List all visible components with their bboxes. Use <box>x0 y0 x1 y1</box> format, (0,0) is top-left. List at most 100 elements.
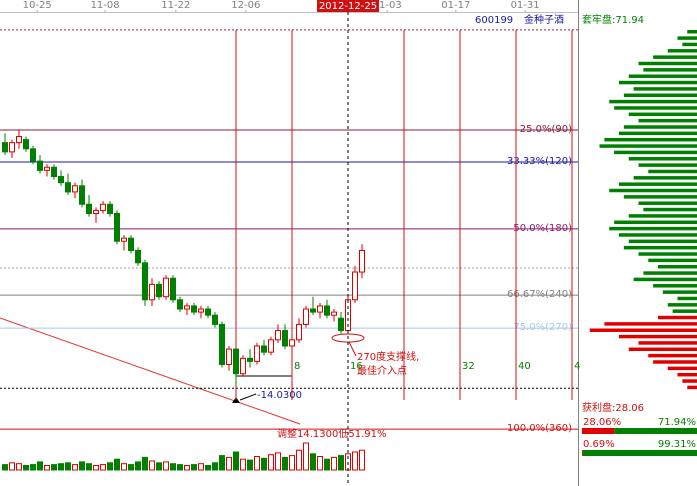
candle-body <box>303 308 309 325</box>
ratio-bar <box>582 428 615 434</box>
candle-body <box>261 345 267 353</box>
chip-bar <box>604 322 697 326</box>
chip-bar <box>667 49 697 53</box>
candle-body <box>240 357 246 375</box>
candle-body <box>177 299 183 310</box>
volume-bar <box>338 455 344 471</box>
adjust-annotation: 调整14.1300低51.91% <box>277 427 386 440</box>
chip-bar <box>648 169 697 174</box>
chip-bar <box>638 341 697 345</box>
chip-bar <box>648 353 697 358</box>
candle-body <box>254 345 260 362</box>
candle-body <box>79 185 85 205</box>
x-tick-label: 12-06 <box>231 0 260 11</box>
chip-bar <box>609 188 697 193</box>
volume-bar <box>100 464 106 471</box>
chip-bar <box>623 245 697 250</box>
x-tick-label: 10-25 <box>23 0 52 11</box>
volume-bar <box>247 459 253 471</box>
volume-bar <box>184 465 190 471</box>
candle-body <box>184 305 190 310</box>
candle-body <box>65 182 71 193</box>
ratio-bar <box>582 450 583 456</box>
chip-bar <box>628 74 697 78</box>
volume-bar <box>219 455 225 471</box>
volume-bar <box>296 449 302 471</box>
candle-body <box>86 203 92 215</box>
level-label: 50.0%(180) <box>513 223 572 234</box>
cycle-label: 32 <box>462 361 475 372</box>
candle-body <box>37 160 43 171</box>
chip-bar <box>638 61 697 66</box>
volume-bar <box>324 458 330 471</box>
volume-bar <box>79 461 85 471</box>
chip-bar <box>633 87 697 91</box>
volume-bar <box>289 455 295 471</box>
candle-body <box>191 305 197 313</box>
level-label: 25.0%(90) <box>520 124 572 135</box>
candle-body <box>72 185 78 193</box>
candle-body <box>58 176 64 184</box>
chip-bar <box>687 30 697 34</box>
chip-bar <box>662 290 697 294</box>
volume-bar <box>198 463 204 471</box>
candle-body <box>331 311 337 316</box>
ratio-label: 0.69% <box>583 439 615 450</box>
volume-bar <box>149 460 155 471</box>
candle-body <box>156 283 162 298</box>
cycle-label: 16 <box>350 361 363 372</box>
candle-body <box>359 249 365 273</box>
volume-bar <box>142 456 148 471</box>
level-label: 75.0%(270) <box>513 322 572 333</box>
chip-bar <box>677 36 697 40</box>
chip-bar <box>653 55 697 59</box>
trend-line <box>0 317 301 425</box>
cursor-label-box <box>317 0 379 12</box>
candle-body <box>212 314 218 325</box>
chip-bar <box>614 106 697 110</box>
candle-body <box>128 237 134 251</box>
volume-bar <box>44 465 50 471</box>
chip-bar <box>599 144 697 148</box>
chip-bar <box>623 195 697 199</box>
candle-body <box>219 323 225 365</box>
volume-bar <box>282 456 288 471</box>
level-label: 66.67%(240) <box>507 289 572 300</box>
volume-bar <box>352 451 358 471</box>
candle-body <box>275 330 281 341</box>
candle-body <box>114 213 120 242</box>
chip-bar <box>638 201 697 205</box>
chip-bar <box>682 379 697 383</box>
candle-body <box>121 237 127 242</box>
chip-bar <box>633 176 697 180</box>
candle-body <box>282 330 288 347</box>
candle-body <box>289 339 295 347</box>
volume-bar <box>163 461 169 471</box>
candle-body <box>324 305 330 316</box>
volume-bar <box>268 454 274 471</box>
volume-bar <box>121 463 127 471</box>
chip-bar <box>619 182 697 186</box>
chip-bar <box>643 68 697 72</box>
candle-body <box>93 209 99 215</box>
ratio-bar <box>582 450 697 456</box>
volume-bar <box>72 464 78 471</box>
candle-body <box>107 203 113 215</box>
chip-bar <box>628 239 697 244</box>
support-pointer <box>348 341 357 357</box>
candle-body <box>233 348 239 375</box>
chip-bar <box>658 264 697 269</box>
ratio-label: 99.31% <box>658 439 696 450</box>
chip-bar <box>667 366 697 371</box>
volume-bar <box>16 463 22 471</box>
chip-bar <box>623 125 697 129</box>
chip-bar <box>643 271 697 275</box>
volume-bar <box>23 465 29 471</box>
volume-bar <box>58 463 64 471</box>
chip-bar <box>648 258 697 263</box>
volume-bar <box>240 458 246 471</box>
chip-bar <box>682 42 697 47</box>
candle-body <box>163 277 169 298</box>
chip-bar <box>619 80 697 85</box>
